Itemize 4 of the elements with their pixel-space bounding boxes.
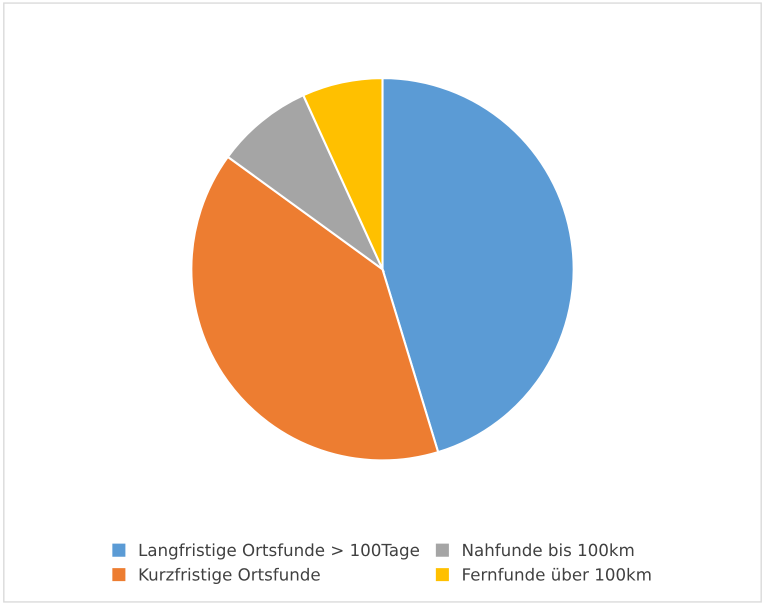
legend-label: Fernfunde über 100km <box>463 568 651 581</box>
legend-label: Kurzfristige Ortsfunde <box>140 568 320 584</box>
legend-label: Langfristige Ortsfunde > 100Tage <box>140 543 419 560</box>
legend-label: Nahfunde bis 100km <box>463 543 634 556</box>
